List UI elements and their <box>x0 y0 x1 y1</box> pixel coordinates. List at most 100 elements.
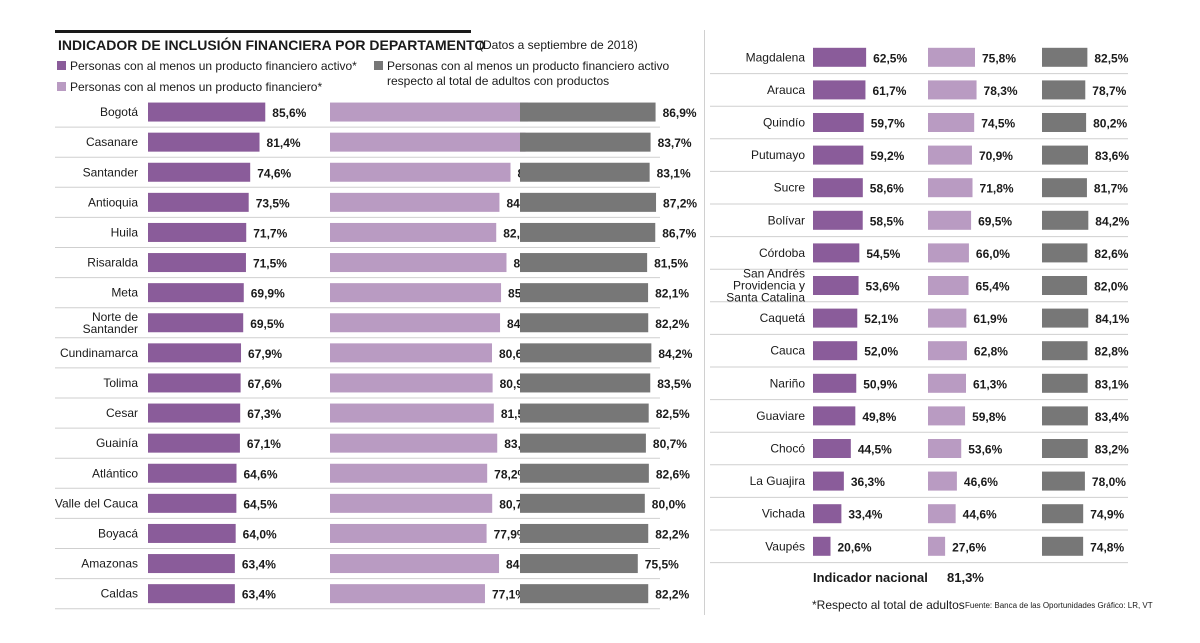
bar-series-3 <box>520 283 649 303</box>
data-label: 69,5% <box>250 317 284 331</box>
category-label: Cundinamarca <box>60 346 138 360</box>
bar-series-1 <box>148 463 237 483</box>
data-label: 84,2% <box>658 347 692 361</box>
category-label: Guainía <box>96 436 138 450</box>
data-label: 27,6% <box>952 540 986 554</box>
bar-series-2 <box>928 471 957 491</box>
bar-series-1 <box>813 504 842 524</box>
bar-series-1 <box>813 308 858 328</box>
category-label: Córdoba <box>759 246 805 260</box>
bar-series-2 <box>928 341 967 361</box>
bar-series-1 <box>148 403 241 423</box>
data-label: 64,0% <box>243 527 277 541</box>
bar-series-3 <box>520 222 656 242</box>
category-label: Valle del Cauca <box>55 496 138 510</box>
bar-series-2 <box>330 102 528 122</box>
category-label: Santa Catalina <box>726 291 805 305</box>
bar-series-3 <box>520 403 649 423</box>
data-label: 63,4% <box>242 588 276 602</box>
bar-series-1 <box>148 283 244 303</box>
bar-series-3 <box>520 132 651 152</box>
bar-series-2 <box>330 313 501 333</box>
bar-series-2 <box>330 283 502 303</box>
category-label: Sucre <box>774 181 806 195</box>
bar-series-1 <box>813 80 866 100</box>
data-label: 83,2% <box>1095 443 1129 457</box>
data-label: 74,6% <box>257 166 291 180</box>
data-label: 50,9% <box>863 377 897 391</box>
data-label: 67,3% <box>247 407 281 421</box>
category-label: La Guajira <box>750 474 806 488</box>
category-label: Atlántico <box>92 466 138 480</box>
data-label: 74,5% <box>981 117 1015 131</box>
category-label: Putumayo <box>751 148 805 162</box>
category-label: Norte de <box>92 310 138 324</box>
data-label: 83,4% <box>1095 410 1129 424</box>
data-label: 73,5% <box>256 196 290 210</box>
category-label: Amazonas <box>81 557 138 571</box>
bar-series-1 <box>148 373 241 393</box>
data-label: 52,0% <box>864 345 898 359</box>
category-label: Huila <box>111 225 139 239</box>
bar-series-2 <box>928 406 966 426</box>
bar-series-2 <box>928 47 975 67</box>
bar-series-2 <box>330 192 500 212</box>
data-label: 62,8% <box>974 345 1008 359</box>
bar-series-2 <box>330 253 507 273</box>
category-label: Risaralda <box>87 256 138 270</box>
data-label: 67,6% <box>248 377 282 391</box>
data-label: 83,1% <box>1095 377 1129 391</box>
data-label: 63,4% <box>242 558 276 572</box>
data-label: 77,9% <box>494 527 528 541</box>
bar-series-1 <box>148 343 242 363</box>
bar-series-2 <box>928 178 973 198</box>
bar-series-3 <box>1042 308 1089 328</box>
data-label: 85,6% <box>272 106 306 120</box>
data-label: 20,6% <box>838 540 872 554</box>
data-label: 86,9% <box>663 106 697 120</box>
bar-series-2 <box>330 403 494 423</box>
bar-series-3 <box>1042 80 1086 100</box>
chart-subtitle: (Datos a septiembre de 2018) <box>479 38 638 52</box>
data-label: 82,0% <box>1094 280 1128 294</box>
data-label: 77,1% <box>492 588 526 602</box>
bar-series-1 <box>813 536 831 556</box>
data-label: 81,4% <box>267 136 301 150</box>
bar-series-3 <box>520 584 649 604</box>
data-label: 78,7% <box>1092 84 1126 98</box>
bar-series-3 <box>1042 471 1085 491</box>
legend-item-active-product: Personas con al menos un producto financ… <box>57 59 357 73</box>
data-label: 61,9% <box>973 312 1007 326</box>
data-label: 33,4% <box>848 508 882 522</box>
data-label: 80,0% <box>652 497 686 511</box>
data-label: 59,7% <box>871 117 905 131</box>
bar-series-1 <box>148 493 237 513</box>
data-label: 52,1% <box>864 312 898 326</box>
data-label: 80,2% <box>1093 117 1127 131</box>
data-label: 82,1% <box>655 287 689 301</box>
bar-series-2 <box>928 536 946 556</box>
category-label: Chocó <box>770 442 805 456</box>
category-label: Meta <box>111 286 138 300</box>
data-label: 75,8% <box>982 51 1016 65</box>
data-label: 83,1% <box>657 166 691 180</box>
data-label: 54,5% <box>866 247 900 261</box>
bar-series-2 <box>330 523 487 543</box>
bar-series-2 <box>330 162 511 182</box>
bar-series-2 <box>330 343 493 363</box>
category-label: Vichada <box>762 507 805 521</box>
data-label: 69,9% <box>251 287 285 301</box>
category-label: Casanare <box>86 135 138 149</box>
data-label: 82,2% <box>655 527 689 541</box>
column-divider <box>704 30 705 615</box>
data-label: 81,7% <box>1094 182 1128 196</box>
category-label: Tolima <box>103 376 138 390</box>
category-label: Vaupés <box>765 539 805 553</box>
footnote: *Respecto al total de adultos <box>812 598 965 612</box>
category-label: Santander <box>83 322 138 336</box>
data-label: 36,3% <box>851 475 885 489</box>
bar-series-1 <box>148 222 247 242</box>
legend-swatch-dark-purple <box>57 61 66 70</box>
bar-series-3 <box>1042 276 1088 295</box>
